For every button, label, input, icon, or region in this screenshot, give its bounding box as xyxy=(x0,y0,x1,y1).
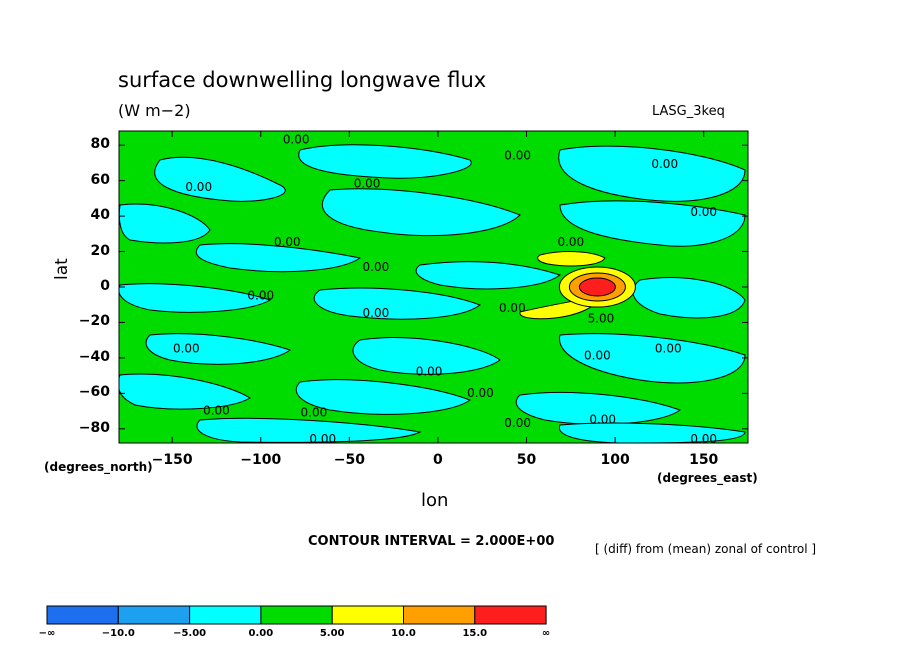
contour-label: 0.00 xyxy=(557,235,584,249)
y-tick-label: 40 xyxy=(90,207,110,224)
negative-region xyxy=(119,373,251,410)
y-tick-label: −40 xyxy=(78,348,110,365)
y-tick-label: 0 xyxy=(100,278,110,294)
contour-label: 0.00 xyxy=(185,180,212,194)
x-tick-label: −50 xyxy=(333,452,365,468)
x-tick-label: 50 xyxy=(516,452,537,468)
colorbar-swatch xyxy=(189,605,262,625)
colorbar-label: 5.00 xyxy=(319,628,345,639)
contour-label: 0.00 xyxy=(301,405,328,419)
negative-region xyxy=(196,417,422,443)
colorbar-label: −10.0 xyxy=(101,628,135,639)
negative-region xyxy=(195,243,362,273)
contour-label: 0.00 xyxy=(655,342,682,356)
diff-note: [ (diff) from (mean) zonal of control ] xyxy=(595,542,817,556)
colorbar-label: 0.00 xyxy=(248,628,274,639)
contour-label: 0.00 xyxy=(499,301,526,315)
chart-title: surface downwelling longwave flux xyxy=(118,68,487,92)
y-tick-label: 20 xyxy=(90,242,110,259)
contour-label: 0.00 xyxy=(173,342,200,356)
y-tick-label: −80 xyxy=(78,419,110,436)
colorbar-label: 15.0 xyxy=(462,628,488,639)
negative-region xyxy=(145,333,292,365)
contour-label: 0.00 xyxy=(584,349,611,363)
contour-label: 0.00 xyxy=(354,177,381,191)
negative-region xyxy=(415,261,562,290)
contour-label: 0.00 xyxy=(416,365,443,379)
negative-region xyxy=(119,283,272,313)
negative-region xyxy=(352,337,501,375)
negative-region xyxy=(154,156,286,202)
contour-label: 0.00 xyxy=(363,260,390,274)
negative-region xyxy=(558,422,746,443)
contour-label: 0.00 xyxy=(690,205,717,219)
y-tick-label: −60 xyxy=(78,384,110,401)
negative-region xyxy=(119,203,211,244)
y-axis-label: lat xyxy=(52,258,72,280)
dataset-label: LASG_3keq xyxy=(652,104,725,119)
contour-label: 0.00 xyxy=(363,306,390,320)
positive-region xyxy=(537,251,606,267)
contour-label: 0.00 xyxy=(504,148,531,162)
colorbar-label: ∞ xyxy=(541,628,551,639)
x-tick-label: −100 xyxy=(240,452,282,468)
colorbar-label: −5.00 xyxy=(173,628,207,639)
x-tick-label: 100 xyxy=(600,452,630,468)
contour-label: 0.00 xyxy=(309,432,336,446)
positive-region xyxy=(578,277,616,297)
y-tick-label: 80 xyxy=(90,136,110,153)
y-axis-units: (degrees_north) xyxy=(44,460,153,474)
negative-region xyxy=(632,277,746,319)
x-tick-label: 0 xyxy=(433,452,443,468)
negative-region xyxy=(313,287,482,320)
contour-label: 0.00 xyxy=(651,157,678,171)
x-axis-units: (degrees_east) xyxy=(657,471,758,485)
contour-label: 0.00 xyxy=(589,412,616,426)
contour-label: 0.00 xyxy=(504,416,531,430)
negative-region xyxy=(295,379,472,415)
colorbar-swatch xyxy=(46,605,119,625)
colorbar-swatch xyxy=(474,605,547,625)
y-tick-label: −20 xyxy=(78,313,110,330)
contour-label: 0.00 xyxy=(247,288,274,302)
contour-label: 0.00 xyxy=(690,432,717,446)
y-tick-label: 60 xyxy=(90,171,110,188)
colorbar-label: 10.0 xyxy=(391,628,416,639)
negative-region xyxy=(515,391,682,425)
contour-label: 0.00 xyxy=(203,404,230,418)
x-tick-label: 150 xyxy=(689,452,719,468)
negative-region xyxy=(298,144,472,179)
x-axis-label: lon xyxy=(421,490,449,511)
contour-label: 0.00 xyxy=(467,386,494,400)
contour-label: 5.00 xyxy=(588,311,615,325)
colorbar-swatch xyxy=(117,605,191,625)
colorbar-label: −∞ xyxy=(38,628,56,639)
negative-region xyxy=(559,333,746,384)
contour-interval: CONTOUR INTERVAL = 2.000E+00 xyxy=(308,534,555,549)
negative-region xyxy=(558,145,746,202)
colorbar-swatch xyxy=(260,605,333,625)
x-tick-label: −150 xyxy=(151,452,193,468)
negative-region xyxy=(559,200,746,247)
colorbar-swatch xyxy=(403,605,476,625)
negative-region xyxy=(321,188,521,237)
chart-units: (W m−2) xyxy=(118,101,191,120)
contour-label: 0.00 xyxy=(283,132,310,146)
colorbar-swatch xyxy=(331,605,405,625)
contour-label: 0.00 xyxy=(274,235,301,249)
